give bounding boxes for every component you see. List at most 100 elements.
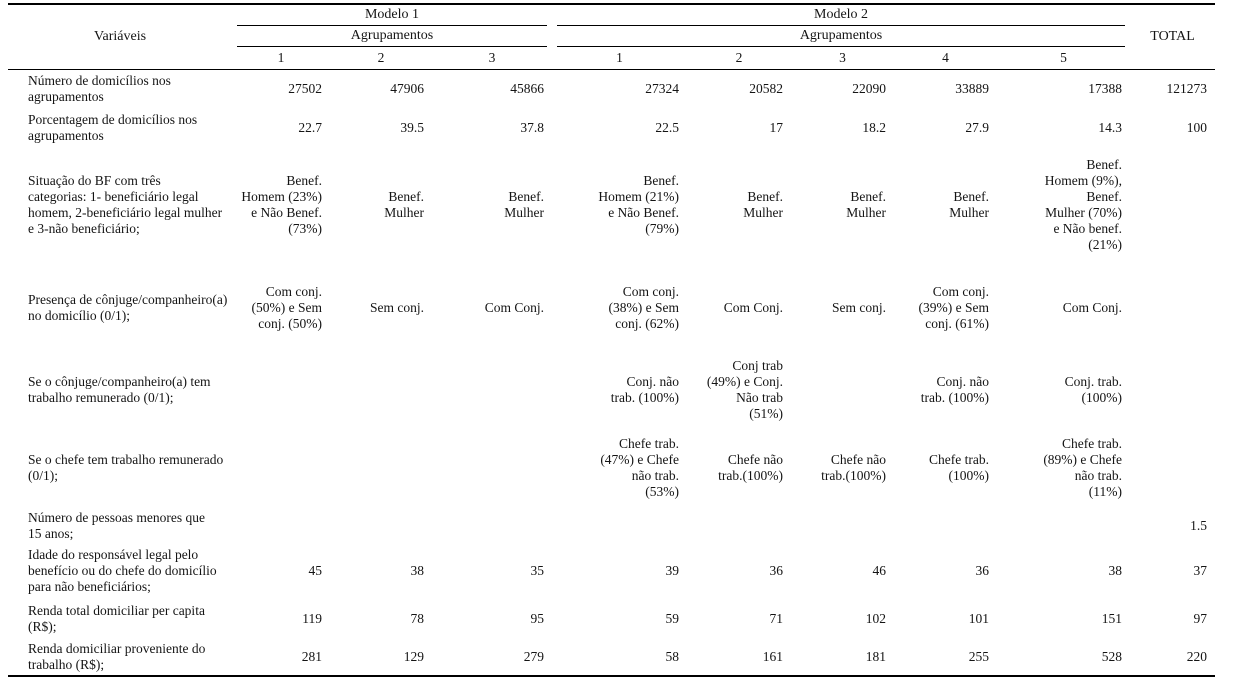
data-cell: Benef. Mulher <box>743 189 784 220</box>
data-cell <box>232 508 330 544</box>
table-row: Se o chefe tem trabalho remunerado (0/1)… <box>8 428 1215 508</box>
data-cell: Benef. Mulher <box>384 189 424 220</box>
data-cell: Chefe trab. (89%) e Chefe não trab. (11%… <box>1043 435 1123 499</box>
total-cell <box>1130 353 1215 428</box>
data-cell <box>432 428 552 508</box>
table-header: Variáveis Modelo 1 Modelo 2 TOTAL Agrupa… <box>8 4 1215 70</box>
data-cell: 279 <box>523 648 545 664</box>
data-cell <box>232 428 330 508</box>
total-cell <box>1130 428 1215 508</box>
subgroup-header-modelo1: Agrupamentos <box>232 26 552 47</box>
table-row: Situação do BF com três categorias: 1- b… <box>8 148 1215 263</box>
data-cell: Benef. Homem (9%), Benef. Mulher (70%) e… <box>1044 157 1123 252</box>
table-row: Porcentagem de domicílios nos agrupament… <box>8 108 1215 148</box>
data-cell: 59 <box>665 610 680 626</box>
column-number: 1 <box>616 50 623 65</box>
data-cell: 101 <box>968 610 990 626</box>
row-label: Renda total domiciliar per capita (R$); <box>28 602 205 634</box>
data-cell: Benef. Mulher <box>949 189 990 220</box>
variables-header: Variáveis <box>93 29 147 44</box>
data-cell: 36 <box>769 563 784 578</box>
data-cell: 37.8 <box>520 119 545 135</box>
data-cell: 151 <box>1101 610 1123 626</box>
data-cell: Com Conj. <box>484 299 545 315</box>
column-number: 3 <box>839 50 846 65</box>
group-header-modelo1-label: Modelo 1 <box>237 5 548 26</box>
data-cell: 36 <box>975 563 990 578</box>
data-cell: Chefe trab. (47%) e Chefe não trab. (53%… <box>600 435 680 499</box>
subgroup-header-modelo2: Agrupamentos <box>552 26 1130 47</box>
row-label: Se o chefe tem trabalho remunerado (0/1)… <box>28 451 224 483</box>
data-cell <box>997 508 1130 544</box>
data-cell: 22.7 <box>298 119 322 135</box>
data-cell: Com conj. (38%) e Sem conj. (62%) <box>608 283 680 331</box>
data-cell: 18.2 <box>862 119 887 135</box>
data-cell <box>330 508 432 544</box>
data-cell: Conj trab (49%) e Conj. Não trab (51%) <box>706 358 784 421</box>
data-cell <box>791 353 894 428</box>
column-number: 1 <box>277 50 285 65</box>
data-cell: Sem conj. <box>370 299 424 315</box>
data-cell: 27324 <box>552 69 688 108</box>
table-row: Renda total domiciliar per capita (R$); 1… <box>8 599 1215 639</box>
table-row: Se o cônjuge/companheiro(a) tem trabalho… <box>8 353 1215 428</box>
data-cell <box>894 508 997 544</box>
data-cell: 20582 <box>687 69 792 108</box>
data-cell: Chefe não trab.(100%) <box>718 451 784 483</box>
data-cell: Com conj. (50%) e Sem conj. (50%) <box>251 283 322 331</box>
data-cell <box>232 353 330 428</box>
data-cell <box>432 353 552 428</box>
data-cell: 38 <box>1108 563 1123 578</box>
data-cell <box>330 428 432 508</box>
data-cell: Benef. Homem (21%) e Não Benef. (79%) <box>598 173 680 236</box>
row-label: Porcentagem de domicílios nos agrupament… <box>28 111 198 143</box>
column-number: 4 <box>942 50 949 65</box>
data-cell: 71 <box>769 610 784 626</box>
data-cell: 181 <box>865 648 887 664</box>
data-cell: 35 <box>530 563 545 578</box>
data-cell: 27502 <box>232 69 330 108</box>
table-row: Número de pessoas menores que 15 anos; 1.… <box>8 508 1215 544</box>
data-cell: 22090 <box>791 69 895 108</box>
data-cell: 102 <box>865 610 887 626</box>
data-cell <box>552 508 687 544</box>
total-cell: 37 <box>1193 563 1208 578</box>
data-cell: Com conj. (39%) e Sem conj. (61%) <box>918 283 990 331</box>
total-cell: 220 <box>1186 648 1208 664</box>
header-row-subgroups: Agrupamentos Agrupamentos <box>8 26 1215 47</box>
data-cell: Chefe não trab.(100%) <box>821 451 887 483</box>
data-cell: Conj. trab. (100%) <box>1064 374 1123 405</box>
data-cell: 161 <box>762 648 784 664</box>
table-row: Presença de cônjuge/companheiro(a) no do… <box>8 263 1215 353</box>
subgroup-header-modelo2-label: Agrupamentos <box>557 26 1126 47</box>
data-cell: 22.5 <box>655 119 680 135</box>
data-cell: 78 <box>410 610 425 626</box>
data-cell <box>791 508 894 544</box>
data-cell: Benef. Mulher <box>846 189 887 220</box>
data-cell: 33889 <box>894 69 998 108</box>
column-number: 5 <box>1060 50 1067 65</box>
data-cell: 58 <box>665 648 680 664</box>
column-number: 2 <box>377 50 385 65</box>
data-cell: 17388 <box>997 69 1131 108</box>
data-cell: 39.5 <box>400 119 424 135</box>
subgroup-header-modelo1-label: Agrupamentos <box>237 26 548 47</box>
data-cell: 39 <box>665 563 680 578</box>
row-label: Se o cônjuge/companheiro(a) tem trabalho… <box>28 374 211 405</box>
header-row-column-numbers: 1 2 3 1 2 3 4 5 <box>8 47 1215 70</box>
group-header-modelo2-label: Modelo 2 <box>557 5 1126 26</box>
row-label: Situação do BF com três categorias: 1- b… <box>28 173 223 236</box>
data-cell: 45 <box>308 563 323 578</box>
row-label: Número de pessoas menores que 15 anos; <box>28 509 205 541</box>
row-label: Idade do responsável legal pelo benefíci… <box>28 547 217 594</box>
data-cell: Conj. não trab. (100%) <box>920 374 990 405</box>
total-cell: 1.5 <box>1190 517 1208 533</box>
row-label: Presença de cônjuge/companheiro(a) no do… <box>28 291 228 323</box>
data-cell: 46 <box>872 563 887 578</box>
row-label: Número de domicílios nos agrupamentos <box>8 69 232 108</box>
total-cell: 100 <box>1186 119 1208 135</box>
data-cell: Sem conj. <box>832 299 887 315</box>
table-row: Idade do responsável legal pelo benefíci… <box>8 544 1215 599</box>
table-row: Renda domiciliar proveniente do trabalho… <box>8 639 1215 676</box>
total-header: TOTAL <box>1150 29 1195 44</box>
